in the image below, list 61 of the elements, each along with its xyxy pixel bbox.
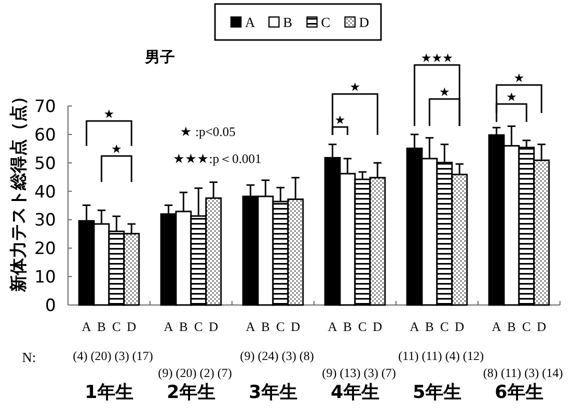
y-axis-title: 新体力テスト総得点（点）: [9, 88, 29, 293]
y-tick-label: 30: [34, 210, 56, 231]
text: A: [246, 319, 256, 334]
y-tick-label: 50: [34, 154, 56, 174]
text: C: [276, 319, 285, 334]
text: (8) (11) (3) (14): [483, 366, 563, 380]
text: ★: [439, 85, 450, 99]
text: D: [208, 319, 218, 334]
text: (9) (13) (3) (7): [322, 366, 396, 380]
annotation: ★: [334, 113, 346, 127]
legend-label: C: [321, 16, 330, 31]
x-tick-label: 3年生: [248, 382, 298, 403]
annotation: ★: [104, 107, 114, 121]
y-tick-label: 70: [34, 97, 56, 117]
text: A: [82, 319, 92, 334]
x-tick-label: 5年生: [412, 382, 462, 403]
text: N:: [22, 351, 36, 366]
y-tick-label: 0: [45, 296, 56, 316]
text: D: [126, 319, 136, 334]
text: B: [97, 319, 106, 334]
text: A: [164, 319, 174, 334]
y-tick-label: 20: [34, 239, 56, 260]
x-tick-label: 4年生: [330, 382, 380, 403]
text: (9) (20) (2) (7): [158, 366, 232, 380]
y-tick-label: 10: [34, 268, 56, 288]
text: ★: [506, 90, 517, 104]
chart-title: 男子: [144, 48, 175, 66]
text: (4) (20) (3) (17): [72, 349, 154, 363]
text: C: [194, 319, 203, 334]
text: A: [328, 319, 338, 334]
x-tick-label: 2年生: [166, 382, 216, 403]
text: D: [536, 319, 546, 334]
annotation: ★ :p<0.05: [180, 124, 236, 139]
text: B: [179, 319, 188, 334]
text: C: [440, 319, 449, 334]
annotation: ★★★:p＜0.001: [173, 151, 262, 166]
legend-label: D: [359, 16, 370, 31]
annotation: ★: [111, 142, 122, 156]
text: B: [343, 319, 352, 334]
text: (9) (24) (3) (8): [240, 349, 314, 363]
text: D: [290, 319, 300, 334]
text: ★: [350, 80, 360, 94]
text: D: [454, 319, 464, 334]
y-tick-label: 60: [34, 125, 56, 146]
y-tick-label: 40: [34, 182, 56, 202]
text: D: [372, 319, 382, 334]
text: (11) (11) (4) (12): [398, 349, 484, 363]
text: A: [410, 319, 420, 334]
text: ★★★: [420, 51, 454, 65]
text: B: [507, 319, 516, 334]
text: C: [522, 319, 531, 334]
legend-label: B: [283, 16, 292, 31]
text: C: [358, 319, 367, 334]
text: A: [492, 319, 502, 334]
legend-label: A: [245, 16, 256, 31]
text: B: [261, 319, 270, 334]
text: B: [425, 319, 434, 334]
x-tick-label: 1年生: [84, 382, 134, 403]
text: ★: [514, 71, 524, 85]
text: C: [112, 319, 121, 334]
x-tick-label: 6年生: [494, 382, 544, 403]
